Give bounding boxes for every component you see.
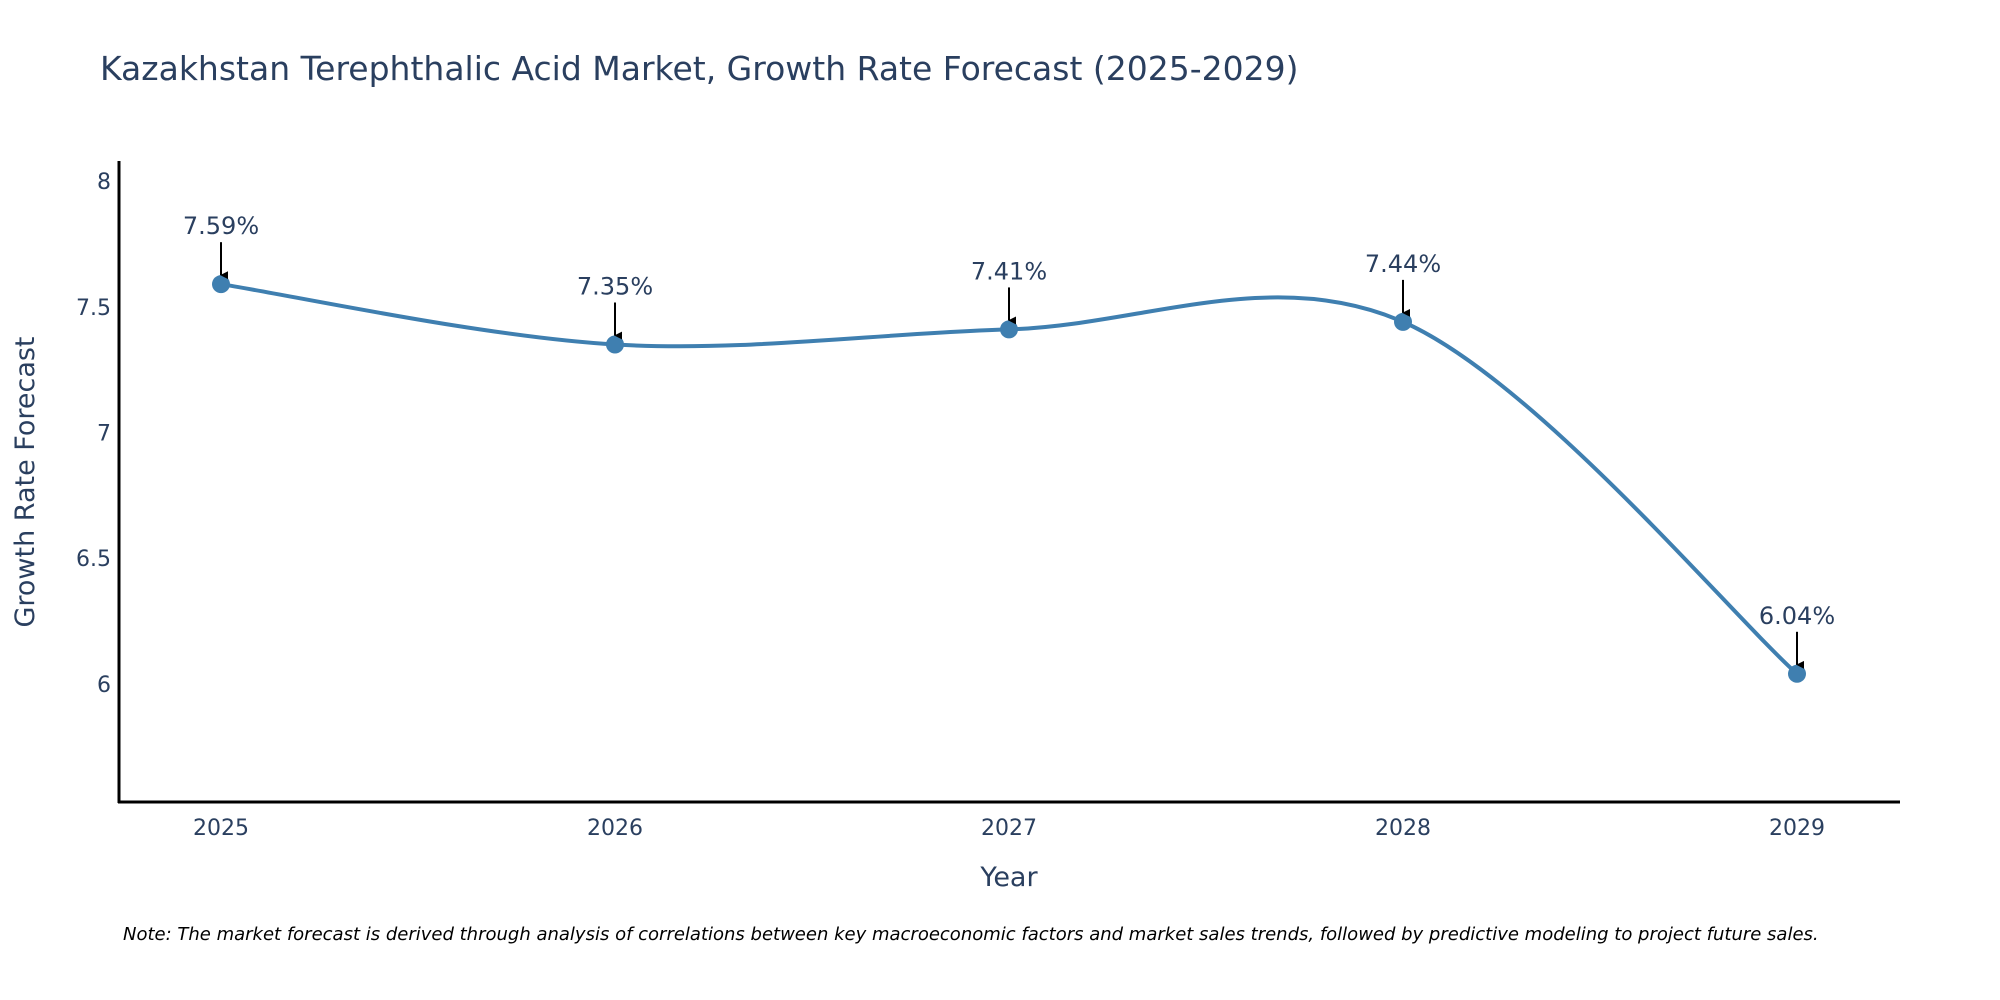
x-tick-label: 2027: [981, 816, 1037, 841]
data-label: 7.44%: [1365, 250, 1441, 278]
y-tick-label: 8: [97, 170, 111, 195]
data-label: 7.59%: [183, 212, 259, 240]
series-line: [220, 282, 1799, 676]
x-axis-title: Year: [979, 862, 1038, 893]
data-label: 7.35%: [577, 273, 653, 301]
data-label: 6.04%: [1759, 602, 1835, 630]
y-axis-title: Growth Rate Forecast: [10, 336, 41, 627]
x-tick-label: 2025: [193, 816, 249, 841]
x-axis-ticks: 2025 2026 2027 2028 2029: [193, 816, 1825, 841]
data-point[interactable]: [212, 275, 230, 294]
y-axis-ticks: 6 6.5 7 7.5 8: [76, 170, 111, 698]
y-tick-label: 7.5: [76, 296, 111, 321]
x-tick-label: 2029: [1769, 816, 1825, 841]
x-tick-label: 2028: [1375, 816, 1431, 841]
y-tick-label: 7: [97, 421, 111, 446]
data-label: 7.41%: [971, 257, 1047, 285]
data-point[interactable]: [1788, 664, 1806, 683]
y-tick-label: 6: [97, 673, 111, 698]
footnote: Note: The market forecast is derived thr…: [123, 924, 1819, 945]
plot-area: 7.59% 7.35% 7.41% 7.44% 6.04%: [183, 212, 1835, 683]
chart-title: Kazakhstan Terephthalic Acid Market, Gro…: [100, 49, 1299, 88]
data-point[interactable]: [1394, 312, 1412, 331]
y-tick-label: 6.5: [76, 547, 111, 572]
data-point[interactable]: [1000, 320, 1018, 339]
x-tick-label: 2026: [587, 816, 643, 841]
data-point[interactable]: [606, 335, 624, 354]
